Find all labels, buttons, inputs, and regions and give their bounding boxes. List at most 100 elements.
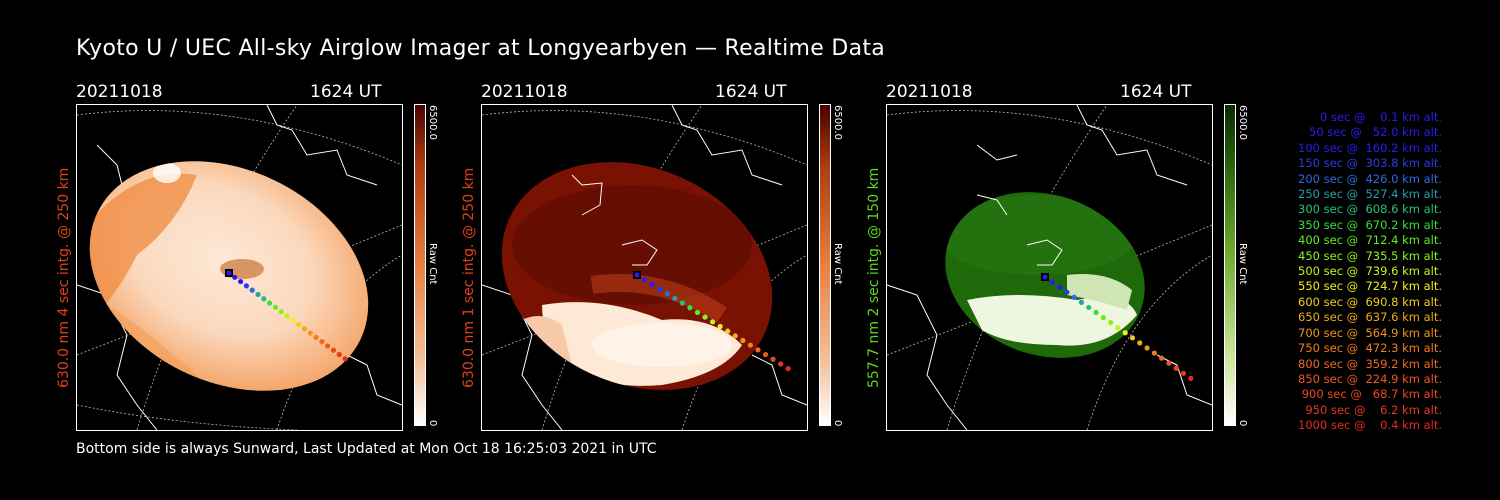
trajectory-point [296,321,302,328]
trajectory-point [762,351,769,358]
trajectory-point [710,319,716,325]
legend-line: 0 sec @ 0.1 km alt. [1319,110,1442,124]
legend-line: 350 sec @ 670.2 km alt. [1298,217,1442,232]
panel-1-image [76,104,403,431]
trajectory-point [336,351,342,358]
legend-line: 950 sec @ 6.2 km alt. [1305,402,1442,417]
panel-3-colorbar [1224,104,1236,426]
trajectory-point [232,274,238,280]
legend-line: 150 sec @ 303.8 km alt. [1298,156,1442,171]
panel-2-ylabel: 630.0 nm 1 sec intg. @ 250 km [461,167,477,388]
trajectory-point [261,296,267,302]
trajectory-point [226,270,232,276]
trajectory-point [249,287,255,293]
trajectory-point [679,300,685,306]
trajectory-point [1151,350,1157,356]
legend-line: 100 sec @ 160.2 km alt. [1298,140,1442,155]
panel-3-ylabel: 557.7 nm 2 sec intg. @ 150 km [866,167,882,388]
legend-line: 250 sec @ 527.4 km alt. [1298,187,1442,202]
trajectory-point [1159,355,1165,361]
trajectory-point [785,366,791,372]
legend-line: 550 sec @ 724.7 km alt. [1298,279,1442,294]
trajectory-point [702,314,708,320]
coastlines-3b [976,194,1063,266]
trajectory-point [740,337,746,344]
trajectory-point [284,313,290,319]
panel-1-cbar-label: Raw Cnt [427,243,438,285]
legend-line: 500 sec @ 739.6 km alt. [1298,264,1442,279]
trajectory-track-1 [225,269,348,362]
legend-line: 50 sec @ 52.0 km alt. [1309,125,1442,140]
coastlines-3 [887,105,1212,430]
trajectory-point [1144,345,1150,351]
panel-1-time: 1624 UT [310,82,382,102]
trajectory-point [238,278,244,285]
trajectory-point [1049,279,1055,285]
trajectory-point [267,300,273,306]
coastlines-2b [571,174,658,266]
trajectory-point [330,347,337,353]
trajectory-point [1173,365,1179,371]
trajectory-point [725,328,731,334]
trajectory-point [1122,330,1128,336]
trajectory-point [1042,274,1048,280]
page-title: Kyoto U / UEC All-sky Airglow Imager at … [76,36,886,61]
legend-line: 200 sec @ 426.0 km alt. [1298,171,1442,186]
legend-line: 700 sec @ 564.9 km alt. [1298,325,1442,340]
panel-2-skymap [482,105,807,430]
legend-line: 850 sec @ 224.9 km alt. [1298,371,1442,386]
trajectory-point [778,361,784,367]
panel-3-image [886,104,1213,431]
trajectory-point [732,333,738,339]
trajectory-point [325,343,331,349]
trajectory-point [1086,304,1092,311]
trajectory-point [313,334,319,340]
trajectory-point [634,272,640,278]
trajectory-point [1100,314,1106,321]
legend-line: 650 sec @ 637.6 km alt. [1298,310,1442,325]
panel-2-image [481,104,808,431]
trajectory-point [1078,299,1085,305]
trajectory-point [1188,375,1194,381]
panel-3-date: 20211018 [886,82,973,102]
panel-1-ylabel: 630.0 nm 4 sec intg. @ 250 km [56,167,72,388]
trajectory-point [255,291,261,298]
footer-note: Bottom side is always Sunward, Last Upda… [76,441,657,457]
trajectory-point [687,305,693,311]
trajectory-point [717,323,723,330]
trajectory-point [657,286,663,292]
trajectory-point [747,342,753,348]
trajectory-point [1180,370,1187,376]
trajectory-point [649,281,655,287]
trajectory-point [1129,335,1136,341]
trajectory-point [290,317,296,323]
trajectory-track-3 [1041,273,1194,381]
trajectory-point [1115,325,1121,331]
trajectory-point [319,339,325,345]
panel-3-skymap [887,105,1212,430]
coastlines-2 [482,105,807,430]
panel-1-colorbar [414,104,426,426]
trajectory-point [1137,340,1143,346]
trajectory-point [1093,309,1099,316]
panel-2-time: 1624 UT [715,82,787,102]
trajectory-point [770,356,776,362]
trajectory-point [755,347,761,353]
trajectory-point [342,356,348,362]
trajectory-point [278,309,284,315]
trajectory-point [272,304,279,310]
trajectory-point [664,291,670,297]
trajectory-point [641,277,648,283]
trajectory-point [672,295,678,301]
panel-2-cbar-max: 6500.0 [832,105,843,140]
panel-1-cbar-max: 6500.0 [427,105,438,140]
trajectory-point [243,283,250,289]
trajectory-legend: 0 sec @ 0.1 km alt. 50 sec @ 52.0 km alt.… [1222,110,1442,434]
panel-2-cbar-label: Raw Cnt [832,243,843,285]
trajectory-track-2 [633,271,791,372]
panel-3-time: 1624 UT [1120,82,1192,102]
legend-line: 400 sec @ 712.4 km alt. [1298,233,1442,248]
trajectory-point [694,309,701,316]
legend-line: 800 sec @ 359.2 km alt. [1298,356,1442,371]
legend-line: 450 sec @ 735.5 km alt. [1298,248,1442,263]
